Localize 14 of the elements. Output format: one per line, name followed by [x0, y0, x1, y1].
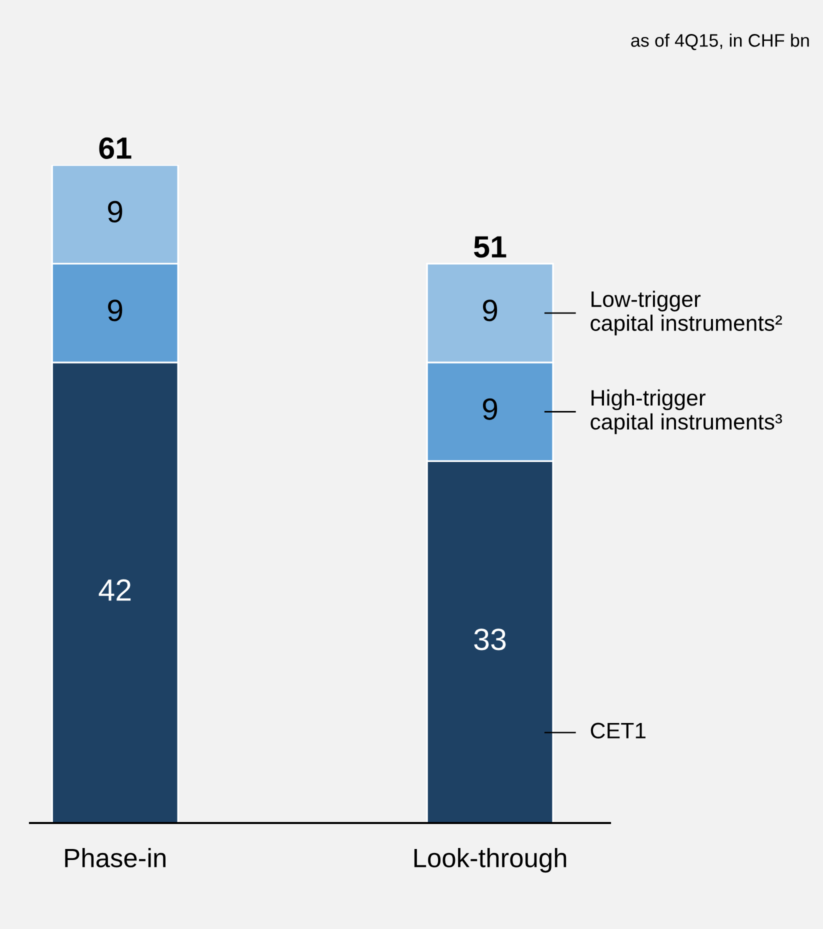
- series-label: Low-trigger capital instruments²: [590, 290, 782, 336]
- x-tick-label: Phase-in: [65, 848, 166, 868]
- data-label: 9: [482, 300, 498, 322]
- text: as of 4Q15, in CHF bn: [631, 34, 809, 50]
- series-label: CET1: [590, 722, 646, 738]
- x-tick-label: Look-through: [414, 848, 566, 873]
- total-label: 51: [474, 236, 506, 258]
- data-label: 42: [98, 579, 131, 601]
- data-label: 33: [474, 628, 506, 650]
- data-label: 9: [108, 200, 122, 223]
- data-label: 9: [108, 300, 122, 322]
- data-label: 9: [482, 398, 498, 420]
- total-label: 61: [99, 137, 132, 159]
- series-label: High-trigger capital instruments³: [590, 389, 782, 434]
